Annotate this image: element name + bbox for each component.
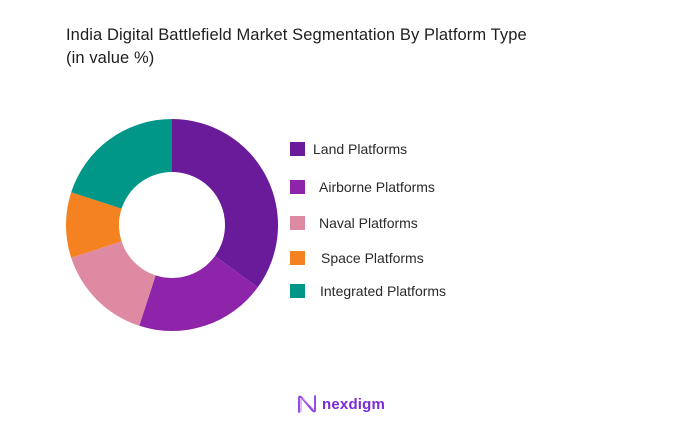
legend-item-airborne: Airborne Platforms	[290, 179, 435, 195]
legend-label: Space Platforms	[321, 250, 424, 266]
legend-swatch	[290, 284, 305, 298]
donut-slice-space	[66, 192, 122, 258]
legend-label: Airborne Platforms	[319, 179, 435, 195]
legend-swatch	[290, 251, 305, 265]
donut-slice-airborne	[139, 256, 258, 331]
chart-title-line1: India Digital Battlefield Market Segment…	[66, 26, 527, 44]
legend-item-naval: Naval Platforms	[290, 215, 418, 231]
chart-title: India Digital Battlefield Market Segment…	[66, 24, 527, 70]
chart-title-line2: (in value %)	[66, 49, 155, 67]
legend-label: Naval Platforms	[319, 215, 418, 231]
legend-item-space: Space Platforms	[290, 250, 424, 266]
legend-label: Integrated Platforms	[320, 283, 447, 299]
donut-slice-land	[172, 119, 278, 288]
brand-logo: nexdigm	[297, 394, 385, 414]
legend-swatch	[290, 142, 305, 156]
donut-slice-integrated	[71, 119, 172, 209]
donut-slice-naval	[71, 241, 156, 326]
brand-name: nexdigm	[322, 395, 386, 413]
legend-label: Land Platforms	[313, 141, 408, 157]
legend-swatch	[290, 180, 305, 194]
donut-slices	[66, 119, 278, 331]
legend-swatch	[290, 216, 305, 230]
legend-item-integrated: Integrated Platforms	[290, 283, 446, 299]
legend-item-land: Land Platforms	[290, 141, 407, 157]
nexdigm-wave-icon	[298, 395, 316, 413]
